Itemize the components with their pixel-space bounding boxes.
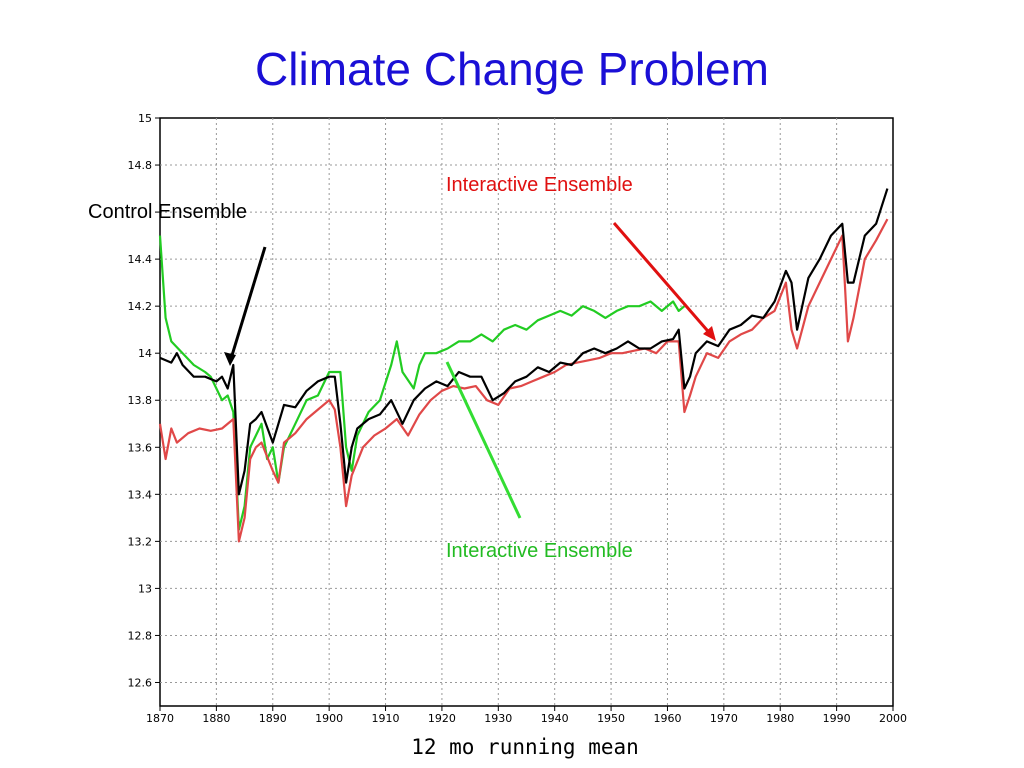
slide-title: Climate Change Problem xyxy=(255,43,769,95)
series-group xyxy=(158,188,889,543)
x-tick-label: 1990 xyxy=(823,712,851,725)
y-tick-label: 14.8 xyxy=(128,159,153,172)
arrow-control xyxy=(228,246,267,363)
y-tick-label: 14 xyxy=(138,347,152,360)
x-tick-label: 1920 xyxy=(428,712,456,725)
x-tick-label: 1900 xyxy=(315,712,343,725)
y-tick-label: 14.2 xyxy=(128,300,153,313)
annotation-control-ensemble: Control Ensemble xyxy=(88,201,247,223)
arrow-interactive-red-head xyxy=(703,326,716,341)
x-tick-label: 1910 xyxy=(372,712,400,725)
x-tick-label: 1950 xyxy=(597,712,625,725)
x-tick-label: 2000 xyxy=(879,712,907,725)
annotation-interactive-green: Interactive Ensemble xyxy=(446,540,633,562)
x-tick-label: 1930 xyxy=(484,712,512,725)
x-tick-label: 1870 xyxy=(146,712,174,725)
y-tick-label: 13.6 xyxy=(128,441,153,454)
x-tick-label: 1970 xyxy=(710,712,738,725)
y-tick-label: 13.8 xyxy=(128,394,153,407)
x-tick-label: 1880 xyxy=(202,712,230,725)
x-tick-label: 1890 xyxy=(259,712,287,725)
arrow-control-head xyxy=(224,352,236,366)
x-tick-label: 1940 xyxy=(541,712,569,725)
y-tick-label: 13.2 xyxy=(128,535,153,548)
y-tick-label: 13.4 xyxy=(128,488,153,501)
arrow-interactive-red xyxy=(612,222,715,338)
series-line-interactive-red xyxy=(158,218,889,543)
annotation-interactive-red: Interactive Ensemble xyxy=(446,174,633,196)
grid xyxy=(160,118,893,706)
series-line-control xyxy=(159,188,889,496)
plot-frame xyxy=(159,117,894,707)
x-tick-label: 1960 xyxy=(653,712,681,725)
y-tick-label: 12.8 xyxy=(128,629,153,642)
series-line-interactive-green xyxy=(158,235,686,531)
x-tick-label: 1980 xyxy=(766,712,794,725)
y-tick-label: 14.4 xyxy=(128,253,153,266)
y-tick-label: 15 xyxy=(138,112,152,125)
axis-ticks: 15 14.8 14.4 14.2 14 13.8 13.6 13.4 13.2 13 12.8 12… xyxy=(128,112,908,725)
arrow-interactive-green xyxy=(445,361,522,519)
y-tick-label: 12.6 xyxy=(128,676,153,689)
y-tick-label: 13 xyxy=(138,582,152,595)
x-axis-title: 12 mo running mean xyxy=(411,735,639,759)
